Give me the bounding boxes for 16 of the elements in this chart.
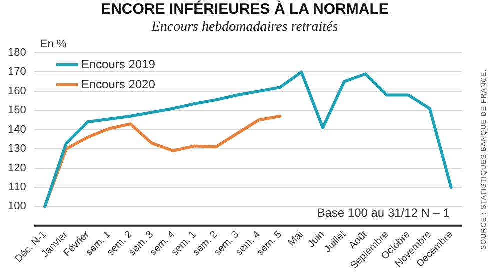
annotation: Base 100 au 31/12 N – 1 xyxy=(317,206,450,220)
y-tick-label: 110 xyxy=(8,182,26,194)
chart-title: ENCORE INFÉRIEURES À LA NORMALE xyxy=(100,0,390,19)
y-tick-label: 180 xyxy=(8,47,26,60)
y-tick-label: 120 xyxy=(8,162,26,174)
chart-subtitle: Encours hebdomadaires retraités xyxy=(150,19,340,36)
y-tick-label: 130 xyxy=(8,143,26,156)
y-tick-label: 160 xyxy=(8,85,26,98)
y-tick-label: 170 xyxy=(8,66,26,78)
legend-label: Encours 2019 xyxy=(81,57,156,72)
y-tick-label: 100 xyxy=(8,200,26,213)
y-tick-label: 140 xyxy=(8,124,26,136)
x-tick-label: Mai xyxy=(286,229,306,249)
y-axis-title: En % xyxy=(40,38,67,51)
y-tick-label: 150 xyxy=(8,104,26,117)
legend-label: Encours 2020 xyxy=(81,77,156,92)
